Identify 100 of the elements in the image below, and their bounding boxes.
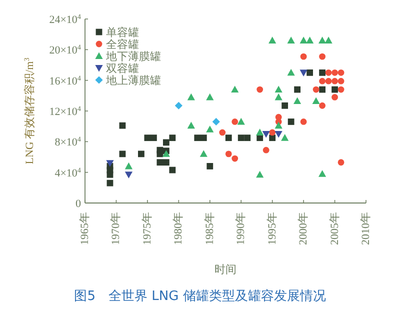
point	[106, 180, 114, 186]
point	[318, 170, 326, 177]
point	[306, 69, 313, 76]
point	[187, 122, 195, 129]
x-tick-label: 1985年	[204, 212, 216, 245]
point	[256, 170, 264, 178]
point	[300, 118, 307, 125]
point	[318, 36, 326, 44]
point	[269, 134, 276, 142]
point	[274, 122, 282, 129]
y-tick-label: 24×10$^{4}$	[49, 13, 82, 26]
point	[231, 86, 239, 93]
point	[162, 150, 170, 157]
point	[206, 126, 214, 132]
x-tick-label: 1975年	[141, 212, 154, 245]
point	[325, 78, 332, 84]
point	[225, 134, 232, 142]
point	[262, 131, 270, 138]
x-tick-label: 1970年	[110, 212, 122, 245]
point	[324, 36, 332, 44]
x-tick-label: 1965年	[79, 212, 91, 245]
legend-label: 全容罐	[106, 38, 139, 51]
point	[332, 69, 338, 76]
text: 图5 全世界 LNG 储罐类型及罐容发展情况	[74, 288, 326, 304]
point	[312, 97, 320, 104]
point	[169, 166, 176, 174]
point	[232, 155, 238, 162]
point	[300, 53, 307, 60]
point	[174, 102, 182, 110]
y-tick-label: 16×10$^{4}$	[49, 74, 82, 88]
point	[238, 134, 244, 142]
point	[287, 36, 295, 44]
point	[319, 86, 326, 93]
point	[237, 118, 245, 125]
point	[124, 172, 133, 178]
point	[144, 134, 151, 142]
point	[338, 78, 344, 84]
point	[200, 134, 207, 142]
point	[200, 150, 208, 157]
y-tick-label: 0	[76, 198, 82, 210]
point	[206, 163, 214, 170]
point	[262, 146, 270, 154]
point	[106, 160, 114, 167]
point	[294, 97, 302, 104]
legend-label: 单容罐	[106, 26, 139, 39]
x-tick-label: 1980年	[172, 212, 185, 245]
point	[300, 70, 308, 76]
point	[150, 134, 157, 142]
point	[338, 86, 344, 93]
point	[156, 159, 164, 166]
y-tick-label: 12×10$^{4}$	[49, 105, 82, 118]
point	[325, 69, 332, 76]
point	[162, 139, 170, 146]
point	[162, 159, 170, 166]
x-tick-label: 1990年	[235, 212, 248, 245]
point	[294, 86, 301, 93]
x-tick-label: 1995年	[266, 212, 278, 245]
point	[281, 134, 289, 141]
point	[212, 118, 220, 126]
point	[300, 36, 308, 44]
point	[288, 118, 294, 125]
point	[119, 122, 126, 129]
point	[274, 131, 282, 138]
point	[269, 129, 276, 136]
point	[338, 69, 344, 76]
point	[194, 134, 201, 142]
point	[138, 150, 144, 158]
point	[287, 68, 295, 76]
point	[256, 128, 264, 136]
point	[319, 102, 326, 109]
point	[187, 93, 195, 100]
y-tick-label: 4×10$^{4}$	[54, 166, 82, 180]
point	[319, 78, 326, 84]
point	[169, 134, 176, 142]
point	[124, 162, 133, 170]
legend-label: 地下薄膜罐	[105, 50, 161, 63]
point	[219, 129, 226, 136]
point	[332, 78, 338, 84]
point	[268, 36, 276, 44]
point	[232, 118, 238, 125]
point	[332, 86, 338, 93]
y-tick-label: 20×10$^{4}$	[49, 44, 82, 57]
point	[282, 102, 288, 109]
point	[256, 86, 264, 93]
point	[206, 93, 214, 100]
x-axis-title: 时间	[214, 263, 236, 276]
legend-label: 双容罐	[106, 62, 139, 75]
point	[319, 53, 326, 60]
point	[156, 150, 164, 158]
point	[274, 86, 282, 93]
point	[338, 159, 344, 166]
point	[306, 36, 314, 44]
x-tick-label: 2010年	[360, 212, 372, 245]
x-tick-label: 2000年	[298, 212, 310, 245]
legend-label: 地上薄膜罐	[105, 74, 161, 87]
point	[244, 134, 251, 142]
point	[225, 150, 232, 158]
y-tick-label: 8×10$^{4}$	[54, 136, 82, 149]
point	[119, 150, 126, 158]
point	[312, 86, 320, 93]
